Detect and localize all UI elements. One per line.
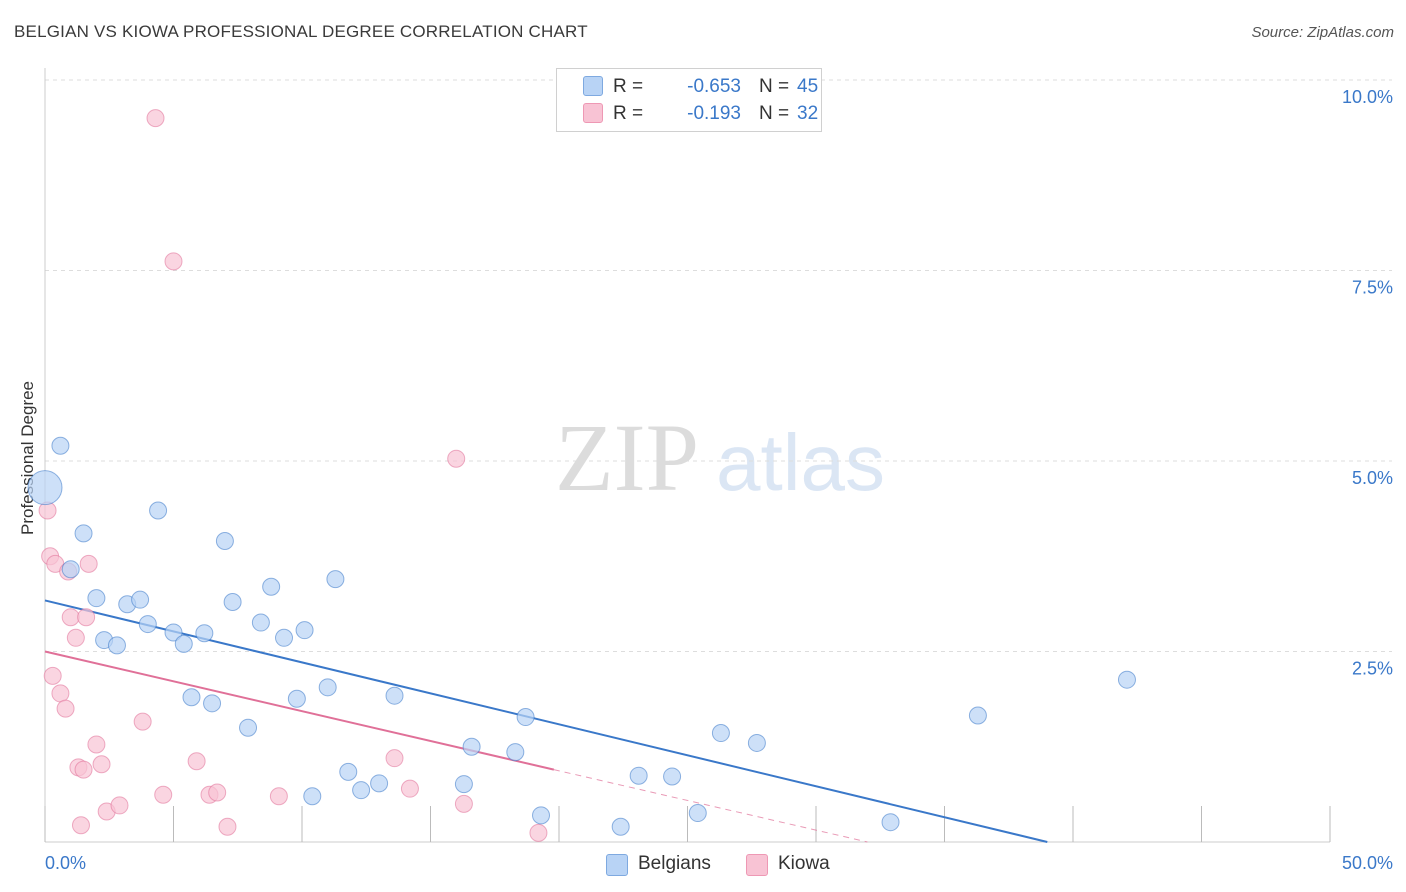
legend-n-value: 45 [797, 76, 819, 97]
data-point-belgians [506, 743, 525, 762]
data-point-belgians [339, 762, 358, 781]
data-point-belgians [287, 689, 306, 708]
data-point-kiowa [133, 712, 152, 731]
data-point-kiowa [187, 752, 206, 771]
data-point-belgians [532, 806, 551, 825]
y-tick-label: 7.5% [1352, 278, 1393, 298]
data-point-belgians [138, 615, 157, 634]
data-point-belgians [663, 767, 682, 786]
data-point-belgians [251, 613, 270, 632]
data-point-kiowa [208, 783, 227, 802]
data-point-kiowa [269, 787, 288, 806]
data-point-kiowa [400, 779, 419, 798]
trend-line-extension-kiowa [553, 769, 868, 843]
data-point-belgians [87, 589, 106, 608]
data-point-belgians [149, 501, 168, 520]
data-point-belgians [747, 733, 766, 752]
bottom-legend-swatch-kiowa [746, 854, 768, 876]
legend-r-value: -0.653 [687, 76, 741, 97]
data-point-kiowa [92, 755, 111, 774]
data-point-kiowa [454, 794, 473, 813]
y-tick-label: 2.5% [1352, 659, 1393, 679]
data-point-belgians [385, 686, 404, 705]
data-point-kiowa [74, 760, 93, 779]
watermark-atlas: atlas [716, 418, 885, 507]
data-point-belgians [611, 817, 630, 836]
data-point-belgians [164, 623, 183, 642]
data-point-belgians [74, 524, 93, 543]
data-point-belgians [61, 560, 80, 579]
data-point-kiowa [77, 608, 96, 627]
data-point-belgians [203, 694, 222, 713]
bottom-legend-swatch-belgians [606, 854, 628, 876]
data-point-kiowa [71, 816, 90, 835]
data-point-kiowa [56, 699, 75, 718]
stats-legend: R = -0.653 N = 45 R = -0.193 N = 32 [556, 68, 822, 132]
data-point-kiowa [87, 735, 106, 754]
data-point-kiowa [61, 608, 80, 627]
data-point-belgians [1117, 670, 1136, 689]
data-point-belgians [318, 678, 337, 697]
chart-title: BELGIAN VS KIOWA PROFESSIONAL DEGREE COR… [14, 22, 588, 41]
data-point-kiowa [43, 666, 62, 685]
data-point-belgians [275, 628, 294, 647]
y-tick-label: 10.0% [1342, 87, 1393, 107]
data-point-kiowa [447, 449, 466, 468]
data-point-belgians [174, 634, 193, 653]
data-point-kiowa [218, 817, 237, 836]
data-point-kiowa [154, 785, 173, 804]
data-point-belgians [295, 621, 314, 640]
trend-line-belgians [44, 599, 1048, 843]
data-point-kiowa [146, 109, 165, 128]
data-point-belgians [881, 813, 900, 832]
data-point-belgians [223, 592, 242, 611]
data-point-belgians [215, 532, 234, 551]
data-point-kiowa [51, 684, 70, 703]
legend-r-label: R = [613, 103, 644, 124]
legend-r-label: R = [613, 76, 644, 97]
legend-n-label: N = [759, 76, 790, 97]
data-point-belgians [303, 787, 322, 806]
legend-swatch-belgians [583, 76, 603, 96]
bottom-legend-label-belgians: Belgians [638, 853, 711, 874]
data-point-belgians [326, 570, 345, 589]
data-point-belgians [195, 624, 214, 643]
data-point-belgians [629, 766, 648, 785]
data-point-belgians [352, 781, 371, 800]
y-tick-label: 5.0% [1352, 468, 1393, 488]
data-point-belgians [688, 804, 707, 823]
x-tick-label: 0.0% [45, 853, 86, 873]
data-point-belgians [370, 774, 389, 793]
bottom-legend-label-kiowa: Kiowa [778, 853, 830, 874]
data-point-kiowa [66, 628, 85, 647]
data-point-belgians [182, 688, 201, 707]
data-point-kiowa [110, 796, 129, 815]
legend-n-value: 32 [797, 103, 819, 124]
data-point-belgians [27, 470, 63, 506]
data-point-belgians [262, 577, 281, 596]
data-point-kiowa [529, 823, 548, 842]
data-point-belgians [107, 636, 126, 655]
data-point-belgians [239, 718, 258, 737]
data-point-belgians [516, 708, 535, 727]
data-point-kiowa [79, 554, 98, 573]
data-point-kiowa [164, 252, 183, 271]
x-tick-label: 50.0% [1342, 853, 1393, 873]
watermark-zip: ZIP [555, 404, 699, 511]
data-point-kiowa [385, 749, 404, 768]
legend-swatch-kiowa [583, 103, 603, 123]
source-label: Source: ZipAtlas.com [1251, 24, 1394, 41]
data-point-belgians [462, 737, 481, 756]
data-point-belgians [968, 706, 987, 725]
legend-r-value: -0.193 [687, 103, 741, 124]
data-point-belgians [51, 436, 70, 455]
legend-n-label: N = [759, 103, 790, 124]
data-point-belgians [711, 724, 730, 743]
data-point-belgians [131, 590, 150, 609]
data-point-belgians [454, 775, 473, 794]
